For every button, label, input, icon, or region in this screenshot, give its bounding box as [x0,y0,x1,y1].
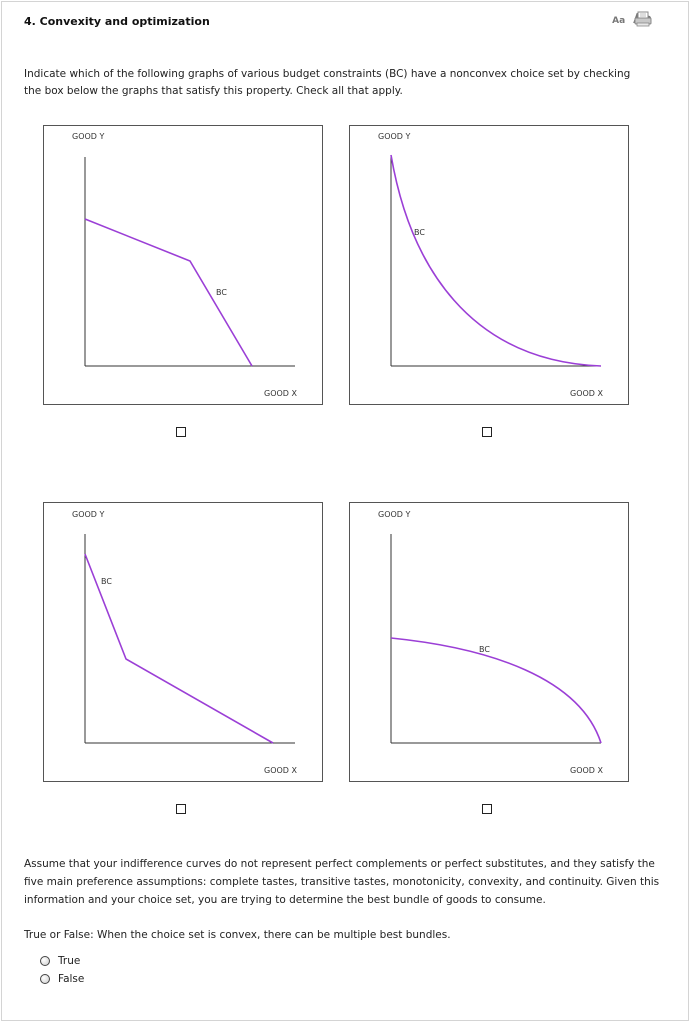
option-true[interactable]: True [40,955,80,967]
option-false[interactable]: False [40,973,84,985]
graph-2: GOOD Y GOOD X BC [349,125,629,405]
curve-label: BC [414,228,425,237]
graph-2-checkbox[interactable] [482,427,492,437]
printer-icon[interactable] [634,11,652,27]
budget-constraint-curve [84,218,253,367]
y-axis-label: GOOD Y [72,510,104,519]
true-false-question: True or False: When the choice set is co… [24,929,451,941]
graph-4-checkbox[interactable] [482,804,492,814]
x-axis-label: GOOD X [570,766,603,775]
instructions-text: Indicate which of the following graphs o… [24,68,631,97]
y-axis-label: GOOD Y [378,510,410,519]
graph-3-checkbox[interactable] [176,804,186,814]
x-axis-label: GOOD X [264,389,297,398]
x-axis-label: GOOD X [570,389,603,398]
curve-label: BC [216,288,227,297]
budget-constraint-curve [84,553,274,744]
y-axis-label: GOOD Y [378,132,410,141]
curve-label: BC [479,645,490,654]
graph-4: GOOD Y GOOD X BC [349,502,629,782]
option-true-label: True [58,955,81,967]
budget-constraint-curve [390,154,602,367]
radio-false[interactable] [40,974,50,984]
graph-1-checkbox[interactable] [176,427,186,437]
x-axis-label: GOOD X [264,766,297,775]
assumptions-paragraph: Assume that your indifference curves do … [24,858,660,906]
graph-1: GOOD Y GOOD X BC [43,125,323,405]
question-title: 4. Convexity and optimization [24,15,210,28]
curve-label: BC [101,577,112,586]
option-false-label: False [58,973,85,985]
text-size-small-button[interactable]: Aa [612,16,626,26]
y-axis-label: GOOD Y [72,132,104,141]
budget-constraint-curve [390,637,602,744]
graph-3: GOOD Y GOOD X BC [43,502,323,782]
radio-true[interactable] [40,956,50,966]
